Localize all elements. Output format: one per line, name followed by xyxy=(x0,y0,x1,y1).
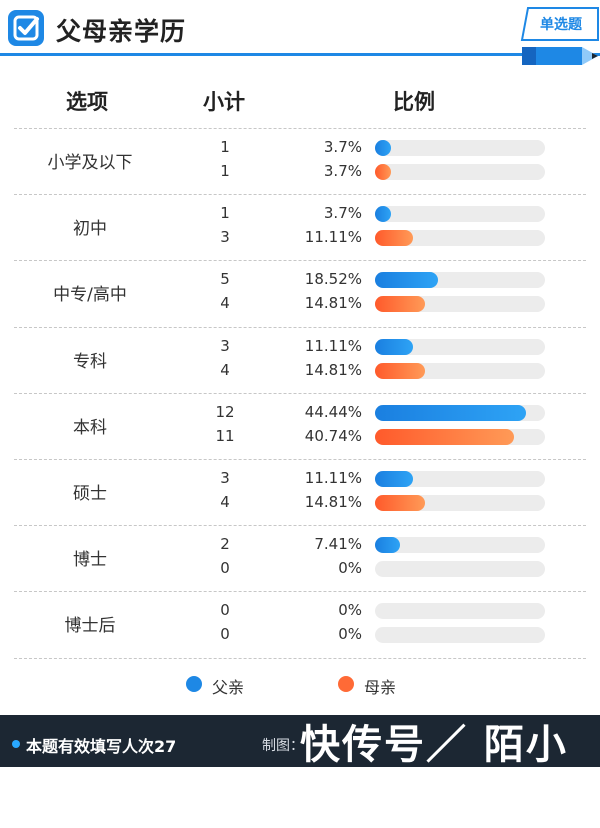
category-label: 中专/高中 xyxy=(53,285,127,305)
subtotal-value: 1 xyxy=(220,138,230,156)
row-divider xyxy=(14,459,586,460)
bar-track xyxy=(375,603,545,619)
bar-track xyxy=(375,230,545,246)
subtotal-value: 4 xyxy=(220,294,230,312)
percent-label: 40.74% xyxy=(304,427,362,445)
bar xyxy=(375,363,425,379)
bar-track xyxy=(375,405,545,421)
legend-mother-label: 母亲 xyxy=(364,678,397,697)
row-divider xyxy=(14,128,586,129)
percent-label: 3.7% xyxy=(323,204,362,222)
subtotal-value: 11 xyxy=(215,427,235,445)
column-header-subtotal: 小计 xyxy=(203,90,245,114)
column-header-option: 选项 xyxy=(66,90,108,114)
percent-label: 44.44% xyxy=(304,403,362,421)
subtotal-value: 5 xyxy=(220,270,230,288)
bar-track xyxy=(375,272,545,288)
bar-track xyxy=(375,363,545,379)
subtotal-value: 0 xyxy=(220,601,230,619)
response-count: 本题有效填写人次27 xyxy=(26,737,177,756)
bar xyxy=(375,537,400,553)
percent-label: 3.7% xyxy=(323,162,362,180)
bar-track xyxy=(375,296,545,312)
bar-track xyxy=(375,429,545,445)
bar-track xyxy=(375,627,545,643)
header-underline xyxy=(0,53,600,56)
percent-label: 0% xyxy=(338,625,362,643)
subtotal-value: 0 xyxy=(220,559,230,577)
category-label: 专科 xyxy=(73,352,107,372)
category-label: 博士 xyxy=(73,550,107,570)
subtotal-value: 0 xyxy=(220,625,230,643)
bar xyxy=(375,206,391,222)
bar-track xyxy=(375,339,545,355)
bar-track xyxy=(375,140,545,156)
percent-label: 0% xyxy=(338,601,362,619)
category-label: 本科 xyxy=(73,418,107,438)
bar xyxy=(375,164,391,180)
subtotal-value: 4 xyxy=(220,493,230,511)
tag-frame xyxy=(520,7,599,41)
bar-track xyxy=(375,164,545,180)
question-title: 父母亲学历 xyxy=(56,17,187,46)
percent-label: 14.81% xyxy=(304,493,362,511)
subtotal-value: 12 xyxy=(215,403,235,421)
category-label: 硕士 xyxy=(73,484,107,504)
bar-track xyxy=(375,537,545,553)
bar-track xyxy=(375,206,545,222)
subtotal-value: 3 xyxy=(220,469,230,487)
percent-label: 11.11% xyxy=(304,228,362,246)
subtotal-value: 2 xyxy=(220,535,230,553)
category-label: 初中 xyxy=(73,219,107,239)
bar-track xyxy=(375,561,545,577)
legend-father-label: 父亲 xyxy=(212,678,245,697)
percent-label: 7.41% xyxy=(314,535,362,553)
bar xyxy=(375,339,413,355)
watermark: 快传号／ 陌小姐 xyxy=(300,722,568,826)
subtotal-value: 1 xyxy=(220,204,230,222)
category-label: 小学及以下 xyxy=(47,153,133,173)
legend-mother-dot xyxy=(338,676,354,692)
checkmark-icon xyxy=(8,10,44,46)
bar xyxy=(375,471,413,487)
percent-label: 3.7% xyxy=(323,138,362,156)
question-header: 父母亲学历 单选题 xyxy=(0,0,600,60)
category-label: 博士后 xyxy=(64,616,116,636)
row-divider xyxy=(14,591,586,592)
pen-icon xyxy=(522,47,598,65)
bar-track xyxy=(375,495,545,511)
bar xyxy=(375,429,514,445)
bar xyxy=(375,140,391,156)
subtotal-value: 4 xyxy=(220,361,230,379)
subtotal-value: 3 xyxy=(220,228,230,246)
bar xyxy=(375,405,526,421)
question-type-tag: 单选题 xyxy=(540,17,582,33)
percent-label: 11.11% xyxy=(304,469,362,487)
percent-label: 14.81% xyxy=(304,361,362,379)
percent-label: 14.81% xyxy=(304,294,362,312)
footer-bar xyxy=(0,715,600,767)
subtotal-value: 3 xyxy=(220,337,230,355)
bar xyxy=(375,230,413,246)
legend-father-dot xyxy=(186,676,202,692)
column-header-ratio: 比例 xyxy=(393,90,435,114)
percent-label: 11.11% xyxy=(304,337,362,355)
percent-label: 18.52% xyxy=(304,270,362,288)
row-divider xyxy=(14,327,586,328)
row-divider xyxy=(14,194,586,195)
percent-label: 0% xyxy=(338,559,362,577)
row-divider xyxy=(14,260,586,261)
subtotal-value: 1 xyxy=(220,162,230,180)
row-divider xyxy=(14,658,586,659)
footer-credit: 制图： xyxy=(262,738,304,754)
row-divider xyxy=(14,525,586,526)
footer-bullet xyxy=(12,740,20,748)
bar xyxy=(375,296,425,312)
bar-track xyxy=(375,471,545,487)
row-divider xyxy=(14,393,586,394)
bar xyxy=(375,272,438,288)
bar xyxy=(375,495,425,511)
